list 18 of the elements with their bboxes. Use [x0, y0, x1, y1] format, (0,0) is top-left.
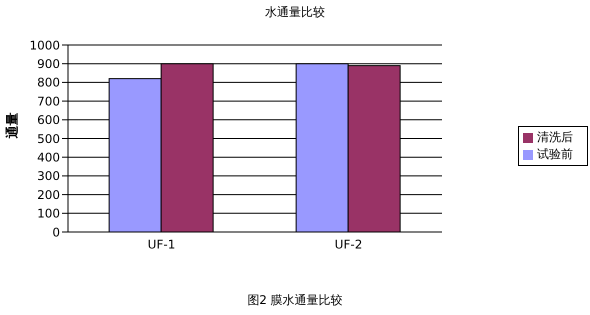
y-axis-title: 通量 [4, 112, 21, 140]
legend-label: 清洗后 [537, 130, 573, 144]
y-tick-label: 200 [37, 188, 60, 202]
chart-title: 水通量比较 [264, 4, 326, 21]
y-tick-label: 700 [37, 94, 60, 108]
y-tick-label: 100 [37, 206, 60, 221]
y-tick-label: 800 [37, 76, 60, 90]
y-tick-label: 600 [37, 113, 60, 128]
y-tick-label: 400 [37, 150, 60, 164]
caption: 图2 膜水通量比较 [246, 292, 344, 309]
legend-label: 试验前 [537, 147, 573, 161]
y-tick-label: 1000 [29, 38, 60, 52]
x-tick-label: UF-1 [148, 238, 176, 252]
x-tick-label: UF-2 [334, 238, 362, 252]
y-tick-label: 0 [52, 225, 60, 240]
y-tick-label: 300 [37, 169, 60, 184]
y-tick-label: 500 [37, 132, 60, 146]
y-tick-label: 900 [37, 56, 60, 71]
